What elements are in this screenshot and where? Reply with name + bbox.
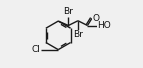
Text: O: O — [93, 14, 100, 23]
Text: Cl: Cl — [32, 45, 41, 54]
Text: HO: HO — [97, 21, 111, 30]
Text: Br: Br — [63, 7, 73, 16]
Text: Br: Br — [73, 30, 83, 39]
